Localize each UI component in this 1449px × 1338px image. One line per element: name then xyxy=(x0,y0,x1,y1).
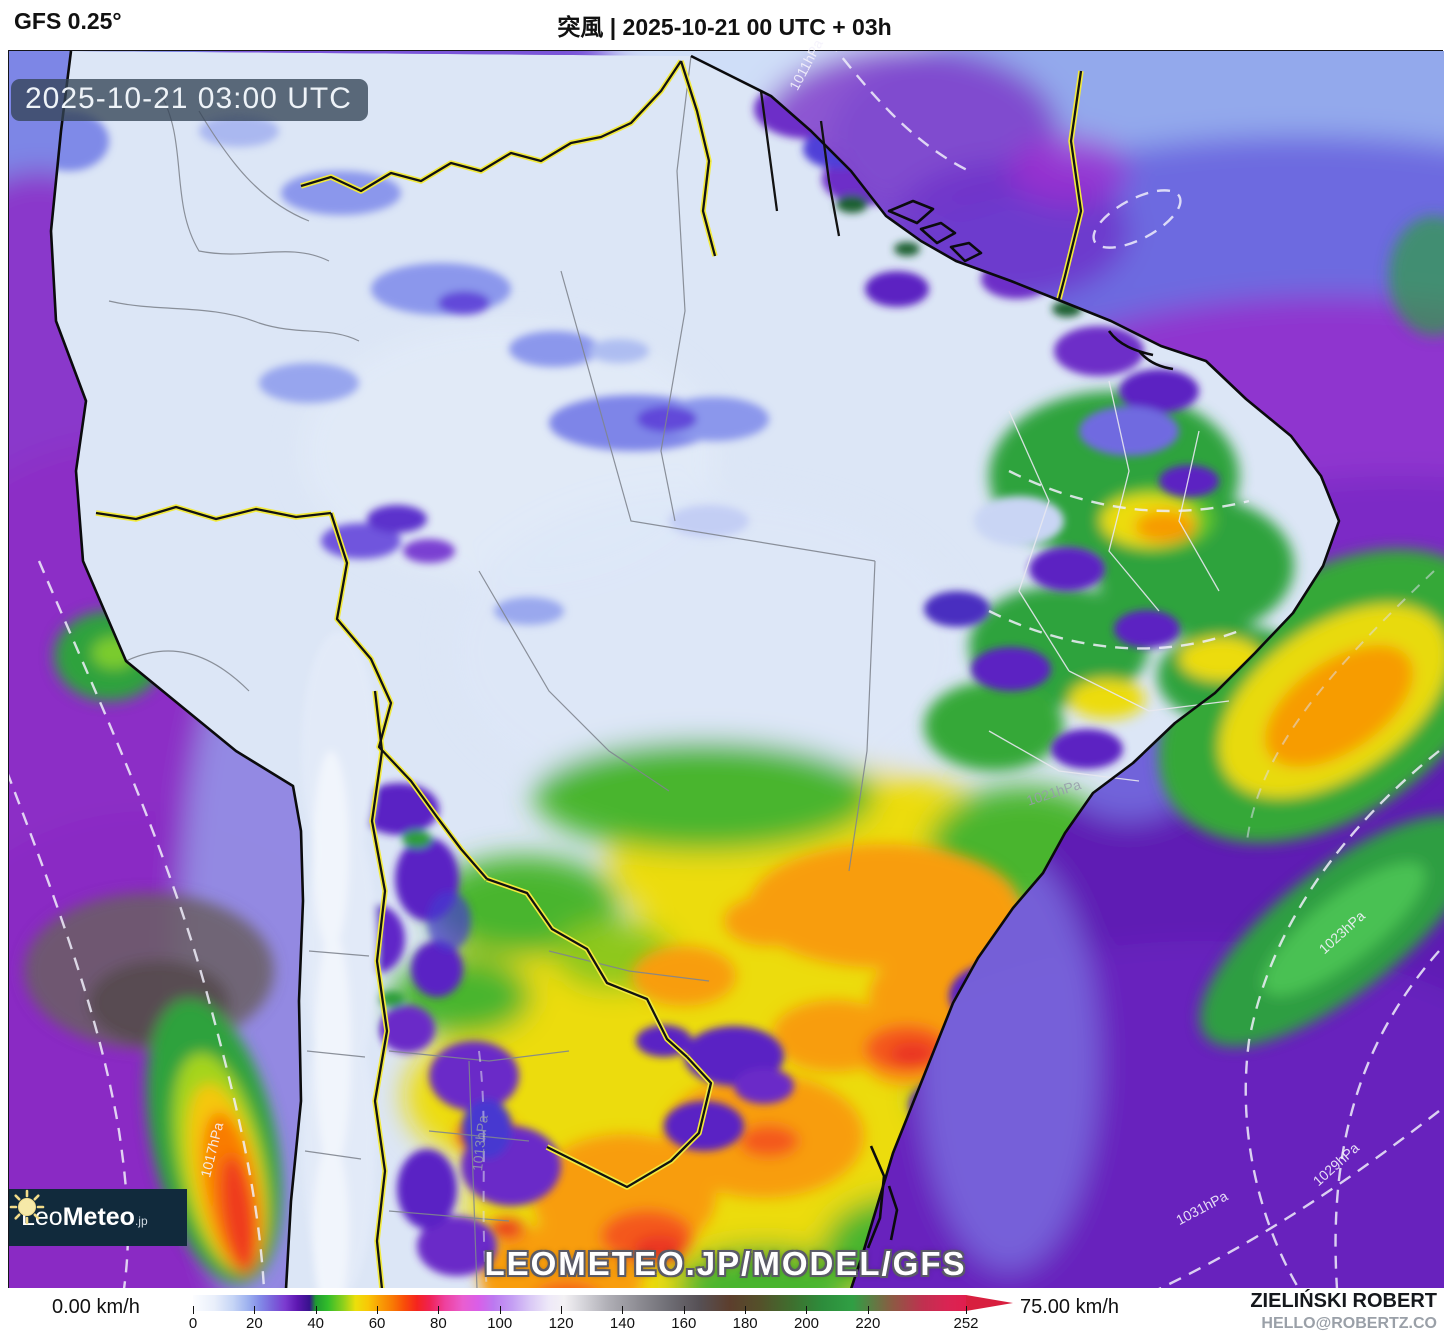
legend-tick-label: 200 xyxy=(793,1315,819,1332)
legend-tick-label: 120 xyxy=(548,1315,574,1332)
legend-tick-label: 80 xyxy=(430,1315,447,1332)
legend-tick xyxy=(377,1306,379,1314)
page-title: 突風 | 2025-10-21 00 UTC + 03h xyxy=(557,14,892,40)
legend-tick xyxy=(867,1306,869,1314)
legend-tick xyxy=(193,1306,194,1314)
credit-name: ZIELIŃSKI ROBERT xyxy=(1250,1290,1437,1312)
legend-max-label: 75.00 km/h xyxy=(1020,1296,1119,1318)
legend-tick xyxy=(966,1306,967,1314)
credits: ZIELIŃSKI ROBERT HELLO@ROBERTZ.CO xyxy=(1250,1290,1437,1333)
leometeo-logo: LeoMeteo.jp xyxy=(9,1189,187,1246)
legend-tick xyxy=(315,1306,317,1314)
model-label: GFS 0.25° xyxy=(14,8,122,34)
legend-tick xyxy=(683,1306,685,1314)
legend-tick-label: 252 xyxy=(953,1315,979,1332)
legend-tick-label: 100 xyxy=(487,1315,513,1332)
legend: 0.00 km/h 0 20 40 60 80 100 120 140 160 180 200 220… xyxy=(0,1288,1449,1338)
legend-tick xyxy=(499,1306,501,1314)
legend-tick-label: 20 xyxy=(246,1315,263,1332)
logo-text: LeoMeteo.jp xyxy=(21,1203,148,1231)
legend-tick-label: 60 xyxy=(368,1315,386,1332)
timestamp-badge: 2025-10-21 03:00 UTC xyxy=(11,79,368,121)
legend-tick xyxy=(622,1306,624,1314)
legend-tick xyxy=(806,1306,808,1314)
sun-icon xyxy=(9,1189,45,1225)
legend-tick xyxy=(561,1306,563,1314)
weather-map: 2025-10-21 03:00 UTC 1011hPa 1021hPa 1023h… xyxy=(8,37,1444,1289)
legend-min-label: 0.00 km/h xyxy=(52,1296,140,1318)
legend-tick xyxy=(438,1306,440,1314)
legend-tick xyxy=(745,1306,747,1314)
legend-tick-label: 160 xyxy=(671,1315,697,1332)
gust-field-map xyxy=(9,51,1444,1289)
legend-tick xyxy=(254,1306,256,1314)
legend-tick-label: 40 xyxy=(307,1315,325,1332)
legend-tick-label: 220 xyxy=(855,1315,881,1332)
legend-tick-label: 0 xyxy=(188,1315,198,1332)
watermark: LEOMETEO.JP/MODEL/GFS xyxy=(484,1245,967,1282)
legend-tick-label: 140 xyxy=(609,1315,635,1332)
legend-tick-label: 180 xyxy=(732,1315,758,1332)
credit-email: HELLO@ROBERTZ.CO xyxy=(1261,1315,1437,1332)
legend-colorbar xyxy=(153,1295,1013,1311)
